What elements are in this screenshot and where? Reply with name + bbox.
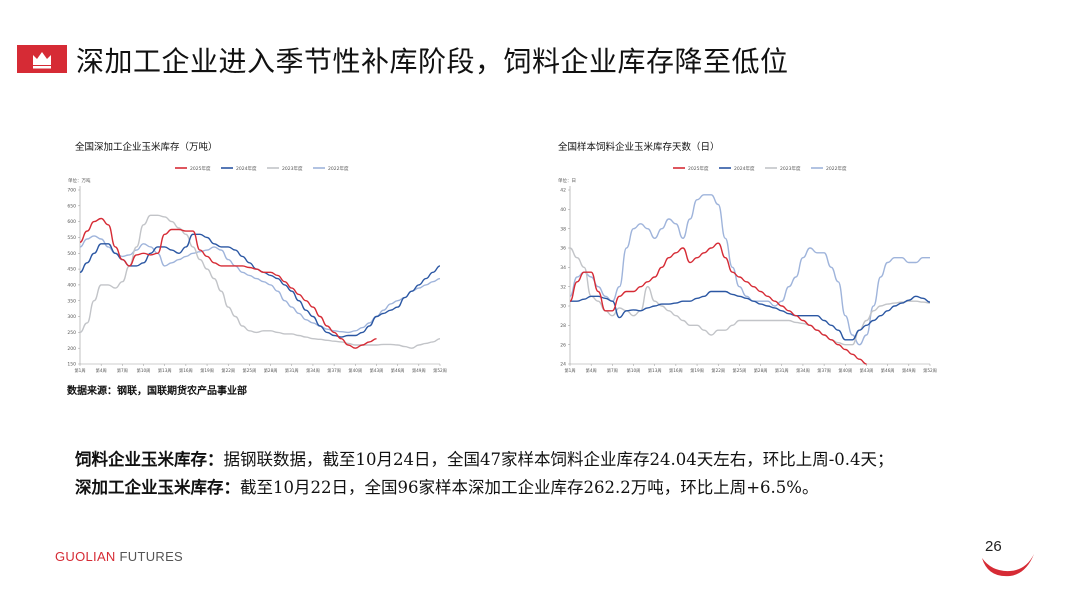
series-line-2023年度 (569, 247, 931, 346)
x-tick-label: 第43周 (370, 367, 384, 374)
x-tick-label: 第22周 (221, 367, 235, 374)
x-tick-label: 第7周 (607, 367, 618, 374)
x-tick-label: 第40周 (838, 367, 852, 374)
legend-label: 2024年度 (734, 165, 755, 172)
x-tick-label: 第25周 (243, 367, 257, 374)
data-source-note: 数据来源：钢联，国联期货农产品事业部 (67, 386, 247, 397)
x-tick-label: 第13周 (158, 367, 172, 374)
y-tick-label: 36 (560, 246, 566, 252)
chart-feed-inventory-days: 单位：日 2025年度 2024年度 2023年度 2022年度 42 40 38 36 34 32… (558, 165, 937, 374)
legend-label: 2024年度 (236, 165, 257, 172)
y-tick-label: 24 (560, 362, 566, 368)
chart-deep-processing-inventory: 单位：万吨 2025年度 2024年度 2023年度 2022年度 700 650 600 55… (67, 165, 447, 374)
x-tick-label: 第49周 (902, 367, 916, 374)
x-tick-label: 第13周 (648, 367, 662, 374)
y-tick-label: 650 (67, 203, 76, 209)
x-tick-label: 第28周 (754, 367, 768, 374)
x-tick-label: 第19周 (200, 367, 214, 374)
summary-text-feed: 据钢联数据，截至10月24日，全国47家样本饲料企业库存24.04天左右，环比上… (223, 450, 894, 469)
x-tick-label: 第1周 (74, 367, 85, 374)
series-line-2024年度 (570, 290, 931, 341)
x-tick-label: 第46周 (391, 367, 405, 374)
x-tick-label: 第22周 (711, 367, 725, 374)
x-tick-label: 第4周 (586, 367, 597, 374)
x-tick-label: 第1周 (564, 367, 575, 374)
y-tick-label: 28 (560, 323, 566, 329)
unit-label: 单位：日 (558, 177, 576, 184)
y-tick-label: 150 (67, 362, 76, 368)
x-tick-label: 第28周 (264, 367, 278, 374)
summary-line-feed: 饲料企业玉米库存：据钢联数据，截至10月24日，全国47家样本饲料企业库存24.… (75, 446, 894, 470)
y-tick-label: 250 (67, 330, 76, 336)
x-tick-label: 第37周 (817, 367, 831, 374)
crown-logo-icon (17, 45, 67, 73)
series-line-2022年度 (569, 194, 930, 346)
page-swoosh-icon (982, 554, 1034, 577)
summary-line-deep: 深加工企业玉米库存：截至10月22日，全国96家样本深加工企业库存262.2万吨… (75, 474, 818, 498)
y-tick-label: 450 (67, 267, 76, 273)
summary-text-deep: 截至10月22日，全国96家样本深加工企业库存262.2万吨，环比上周+6.5%… (240, 478, 819, 497)
y-tick-label: 30 (560, 304, 566, 310)
x-tick-label: 第19周 (690, 367, 704, 374)
brand-main: GUOLIAN (55, 549, 116, 564)
legend-label: 2025年度 (190, 165, 211, 172)
y-tick-label: 700 (67, 188, 76, 194)
series-line-2025年度 (569, 242, 867, 365)
series-line-2023年度 (79, 214, 441, 349)
x-tick-label: 第25周 (733, 367, 747, 374)
x-tick-label: 第10周 (627, 367, 641, 374)
x-tick-label: 第49周 (412, 367, 426, 374)
series-line-2025年度 (79, 217, 377, 349)
y-tick-label: 40 (560, 207, 566, 213)
series-line-2022年度 (79, 235, 441, 334)
legend-label: 2023年度 (780, 165, 801, 172)
x-tick-label: 第7周 (117, 367, 128, 374)
brand-rest: FUTURES (115, 549, 184, 564)
summary-label-deep: 深加工企业玉米库存： (75, 478, 240, 497)
x-tick-label: 第34周 (796, 367, 810, 374)
y-tick-label: 400 (67, 283, 76, 289)
x-tick-label: 第52周 (923, 367, 937, 374)
legend-label: 2025年度 (688, 165, 709, 172)
x-tick-label: 第4周 (96, 367, 107, 374)
x-tick-label: 第40周 (348, 367, 362, 374)
y-tick-label: 26 (560, 342, 566, 348)
y-tick-label: 38 (560, 226, 566, 232)
y-tick-label: 32 (560, 284, 566, 290)
summary-label-feed: 饲料企业玉米库存： (75, 450, 224, 469)
x-tick-label: 第31周 (285, 367, 299, 374)
x-tick-label: 第16周 (669, 367, 683, 374)
x-tick-label: 第37周 (327, 367, 341, 374)
y-tick-label: 34 (560, 265, 566, 271)
y-tick-label: 42 (560, 188, 566, 194)
page-number: 26 (985, 538, 1002, 555)
chart-title-right: 全国样本饲料企业玉米库存天数（日） (558, 142, 720, 153)
x-tick-label: 第16周 (179, 367, 193, 374)
y-tick-label: 600 (67, 219, 76, 225)
x-tick-label: 第43周 (860, 367, 874, 374)
y-tick-label: 550 (67, 235, 76, 241)
y-tick-label: 300 (67, 314, 76, 320)
unit-label: 单位：万吨 (68, 177, 91, 184)
chart-title-left: 全国深加工企业玉米库存（万吨） (75, 142, 218, 153)
x-tick-label: 第46周 (881, 367, 895, 374)
brand-footer: GUOLIAN FUTURES (55, 549, 183, 564)
y-tick-label: 500 (67, 251, 76, 257)
x-tick-label: 第52周 (433, 367, 447, 374)
legend-label: 2022年度 (328, 165, 349, 172)
y-tick-label: 200 (67, 346, 76, 352)
x-tick-label: 第34周 (306, 367, 320, 374)
page-title: 深加工企业进入季节性补库阶段，饲料企业库存降至低位 (76, 45, 789, 78)
x-tick-label: 第31周 (775, 367, 789, 374)
legend-label: 2023年度 (282, 165, 303, 172)
x-tick-label: 第10周 (137, 367, 151, 374)
legend-label: 2022年度 (826, 165, 847, 172)
y-tick-label: 350 (67, 298, 76, 304)
